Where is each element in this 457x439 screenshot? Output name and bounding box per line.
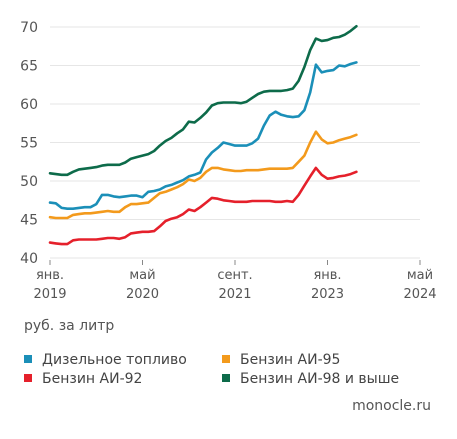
y-tick-label: 65 — [20, 59, 38, 75]
y-tick-label: 40 — [20, 251, 38, 267]
series-line-0 — [48, 61, 358, 210]
series-line-2 — [48, 166, 358, 246]
x-axis: янв. 2019 май 2020 сент. 2021 янв. 2023 май 2024 — [33, 260, 437, 302]
legend-item-ai98: Бензин АИ-98 и выше — [222, 371, 399, 387]
x-tick-month: сент. — [217, 268, 252, 283]
y-tick-label: 50 — [20, 174, 38, 190]
legend-label: Дизельное топливо — [42, 352, 187, 368]
legend-swatch — [24, 374, 32, 382]
series-lines — [48, 24, 358, 246]
y-tick-label: 55 — [20, 136, 38, 152]
x-tick-year: 2024 — [403, 287, 436, 302]
x-tick-month: янв. — [36, 268, 64, 283]
legend-label: Бензин АИ-92 — [42, 371, 143, 387]
x-tick-month: май — [129, 268, 155, 283]
y-tick-label: 70 — [20, 20, 38, 36]
y-tick-label: 60 — [20, 97, 38, 113]
legend-swatch — [222, 374, 230, 382]
legend-item-diesel: Дизельное топливо — [24, 352, 187, 368]
series-line-1 — [48, 130, 358, 220]
y-tick-label: 45 — [20, 213, 38, 229]
legend-item-ai95: Бензин АИ-95 — [222, 352, 340, 368]
legend-label: Бензин АИ-98 и выше — [240, 371, 400, 387]
legend-item-ai92: Бензин АИ-92 — [24, 371, 142, 387]
x-tick-year: 2019 — [33, 287, 66, 302]
x-tick-year: 2021 — [218, 287, 251, 302]
y-axis: 40 45 50 55 60 65 70 — [20, 20, 38, 267]
series-line-3 — [48, 24, 358, 177]
legend-swatch — [24, 355, 32, 363]
legend-label: Бензин АИ-95 — [240, 352, 341, 368]
legend-swatch — [222, 355, 230, 363]
unit-label: руб. за литр — [24, 318, 115, 334]
x-tick-month: янв. — [313, 268, 341, 283]
x-tick-month: май — [407, 268, 433, 283]
x-tick-year: 2023 — [311, 287, 344, 302]
gridlines — [50, 26, 420, 259]
source-label: monocle.ru — [352, 398, 431, 414]
x-tick-year: 2020 — [126, 287, 159, 302]
